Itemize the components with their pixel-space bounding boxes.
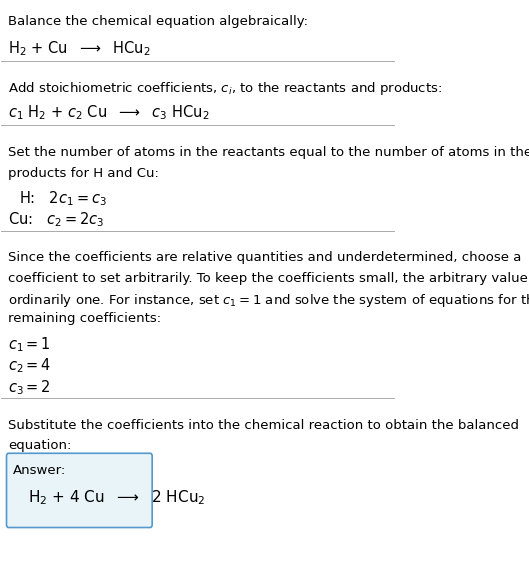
- Text: Cu:   $c_2 = 2 c_3$: Cu: $c_2 = 2 c_3$: [8, 210, 105, 229]
- Text: ordinarily one. For instance, set $c_1 = 1$ and solve the system of equations fo: ordinarily one. For instance, set $c_1 =…: [8, 292, 529, 309]
- Text: $\mathrm{H_2}$ + Cu  $\longrightarrow$  $\mathrm{HCu_2}$: $\mathrm{H_2}$ + Cu $\longrightarrow$ $\…: [8, 39, 151, 58]
- Text: remaining coefficients:: remaining coefficients:: [8, 312, 161, 325]
- Text: $c_2 = 4$: $c_2 = 4$: [8, 357, 52, 375]
- Text: Substitute the coefficients into the chemical reaction to obtain the balanced: Substitute the coefficients into the che…: [8, 418, 519, 431]
- Text: products for H and Cu:: products for H and Cu:: [8, 167, 159, 180]
- Text: Set the number of atoms in the reactants equal to the number of atoms in the: Set the number of atoms in the reactants…: [8, 146, 529, 159]
- Text: $\mathrm{H_2}$ + 4 Cu  $\longrightarrow$  2 $\mathrm{HCu_2}$: $\mathrm{H_2}$ + 4 Cu $\longrightarrow$ …: [28, 488, 206, 507]
- Text: Since the coefficients are relative quantities and underdetermined, choose a: Since the coefficients are relative quan…: [8, 251, 522, 264]
- Text: equation:: equation:: [8, 439, 72, 452]
- Text: coefficient to set arbitrarily. To keep the coefficients small, the arbitrary va: coefficient to set arbitrarily. To keep …: [8, 272, 529, 285]
- Text: $c_1$ $\mathrm{H_2}$ + $c_2$ Cu  $\longrightarrow$  $c_3$ $\mathrm{HCu_2}$: $c_1$ $\mathrm{H_2}$ + $c_2$ Cu $\longri…: [8, 103, 210, 122]
- Text: Add stoichiometric coefficients, $c_i$, to the reactants and products:: Add stoichiometric coefficients, $c_i$, …: [8, 80, 443, 97]
- Text: Balance the chemical equation algebraically:: Balance the chemical equation algebraica…: [8, 15, 308, 28]
- Text: H:   $2 c_1 = c_3$: H: $2 c_1 = c_3$: [19, 189, 107, 208]
- Text: Answer:: Answer:: [13, 464, 67, 477]
- Text: $c_3 = 2$: $c_3 = 2$: [8, 378, 51, 396]
- Text: $c_1 = 1$: $c_1 = 1$: [8, 335, 51, 354]
- FancyBboxPatch shape: [6, 453, 152, 527]
